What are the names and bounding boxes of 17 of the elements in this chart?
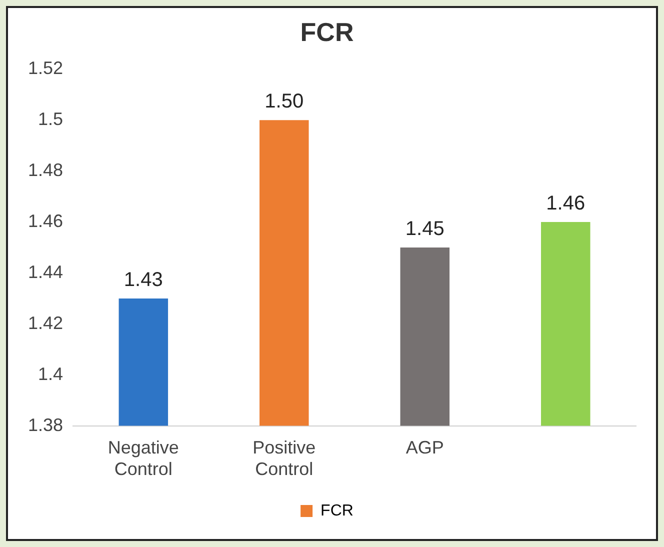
- x-tick-label: Negative Control: [108, 438, 179, 480]
- y-tick-label: 1.42: [28, 312, 64, 333]
- x-tick-label: Positive Control: [252, 438, 316, 480]
- y-tick-label: 1.5: [38, 109, 64, 130]
- data-label: 1.45: [405, 218, 444, 240]
- legend-label: FCR: [320, 502, 354, 520]
- data-label: 1.46: [546, 192, 586, 215]
- y-tick-label: 1.38: [28, 414, 64, 435]
- x-tick-label: AGP: [406, 438, 444, 458]
- data-label: 1.43: [124, 268, 163, 291]
- y-tick-label: 1.46: [28, 210, 64, 231]
- chart-title: FCR: [300, 16, 354, 47]
- y-tick-label: 1.4: [38, 364, 64, 384]
- data-label: 1.50: [264, 90, 304, 113]
- y-tick-label: 1.44: [28, 262, 64, 282]
- y-tick-label: 1.52: [28, 58, 64, 78]
- y-tick-label: 1.48: [28, 160, 64, 180]
